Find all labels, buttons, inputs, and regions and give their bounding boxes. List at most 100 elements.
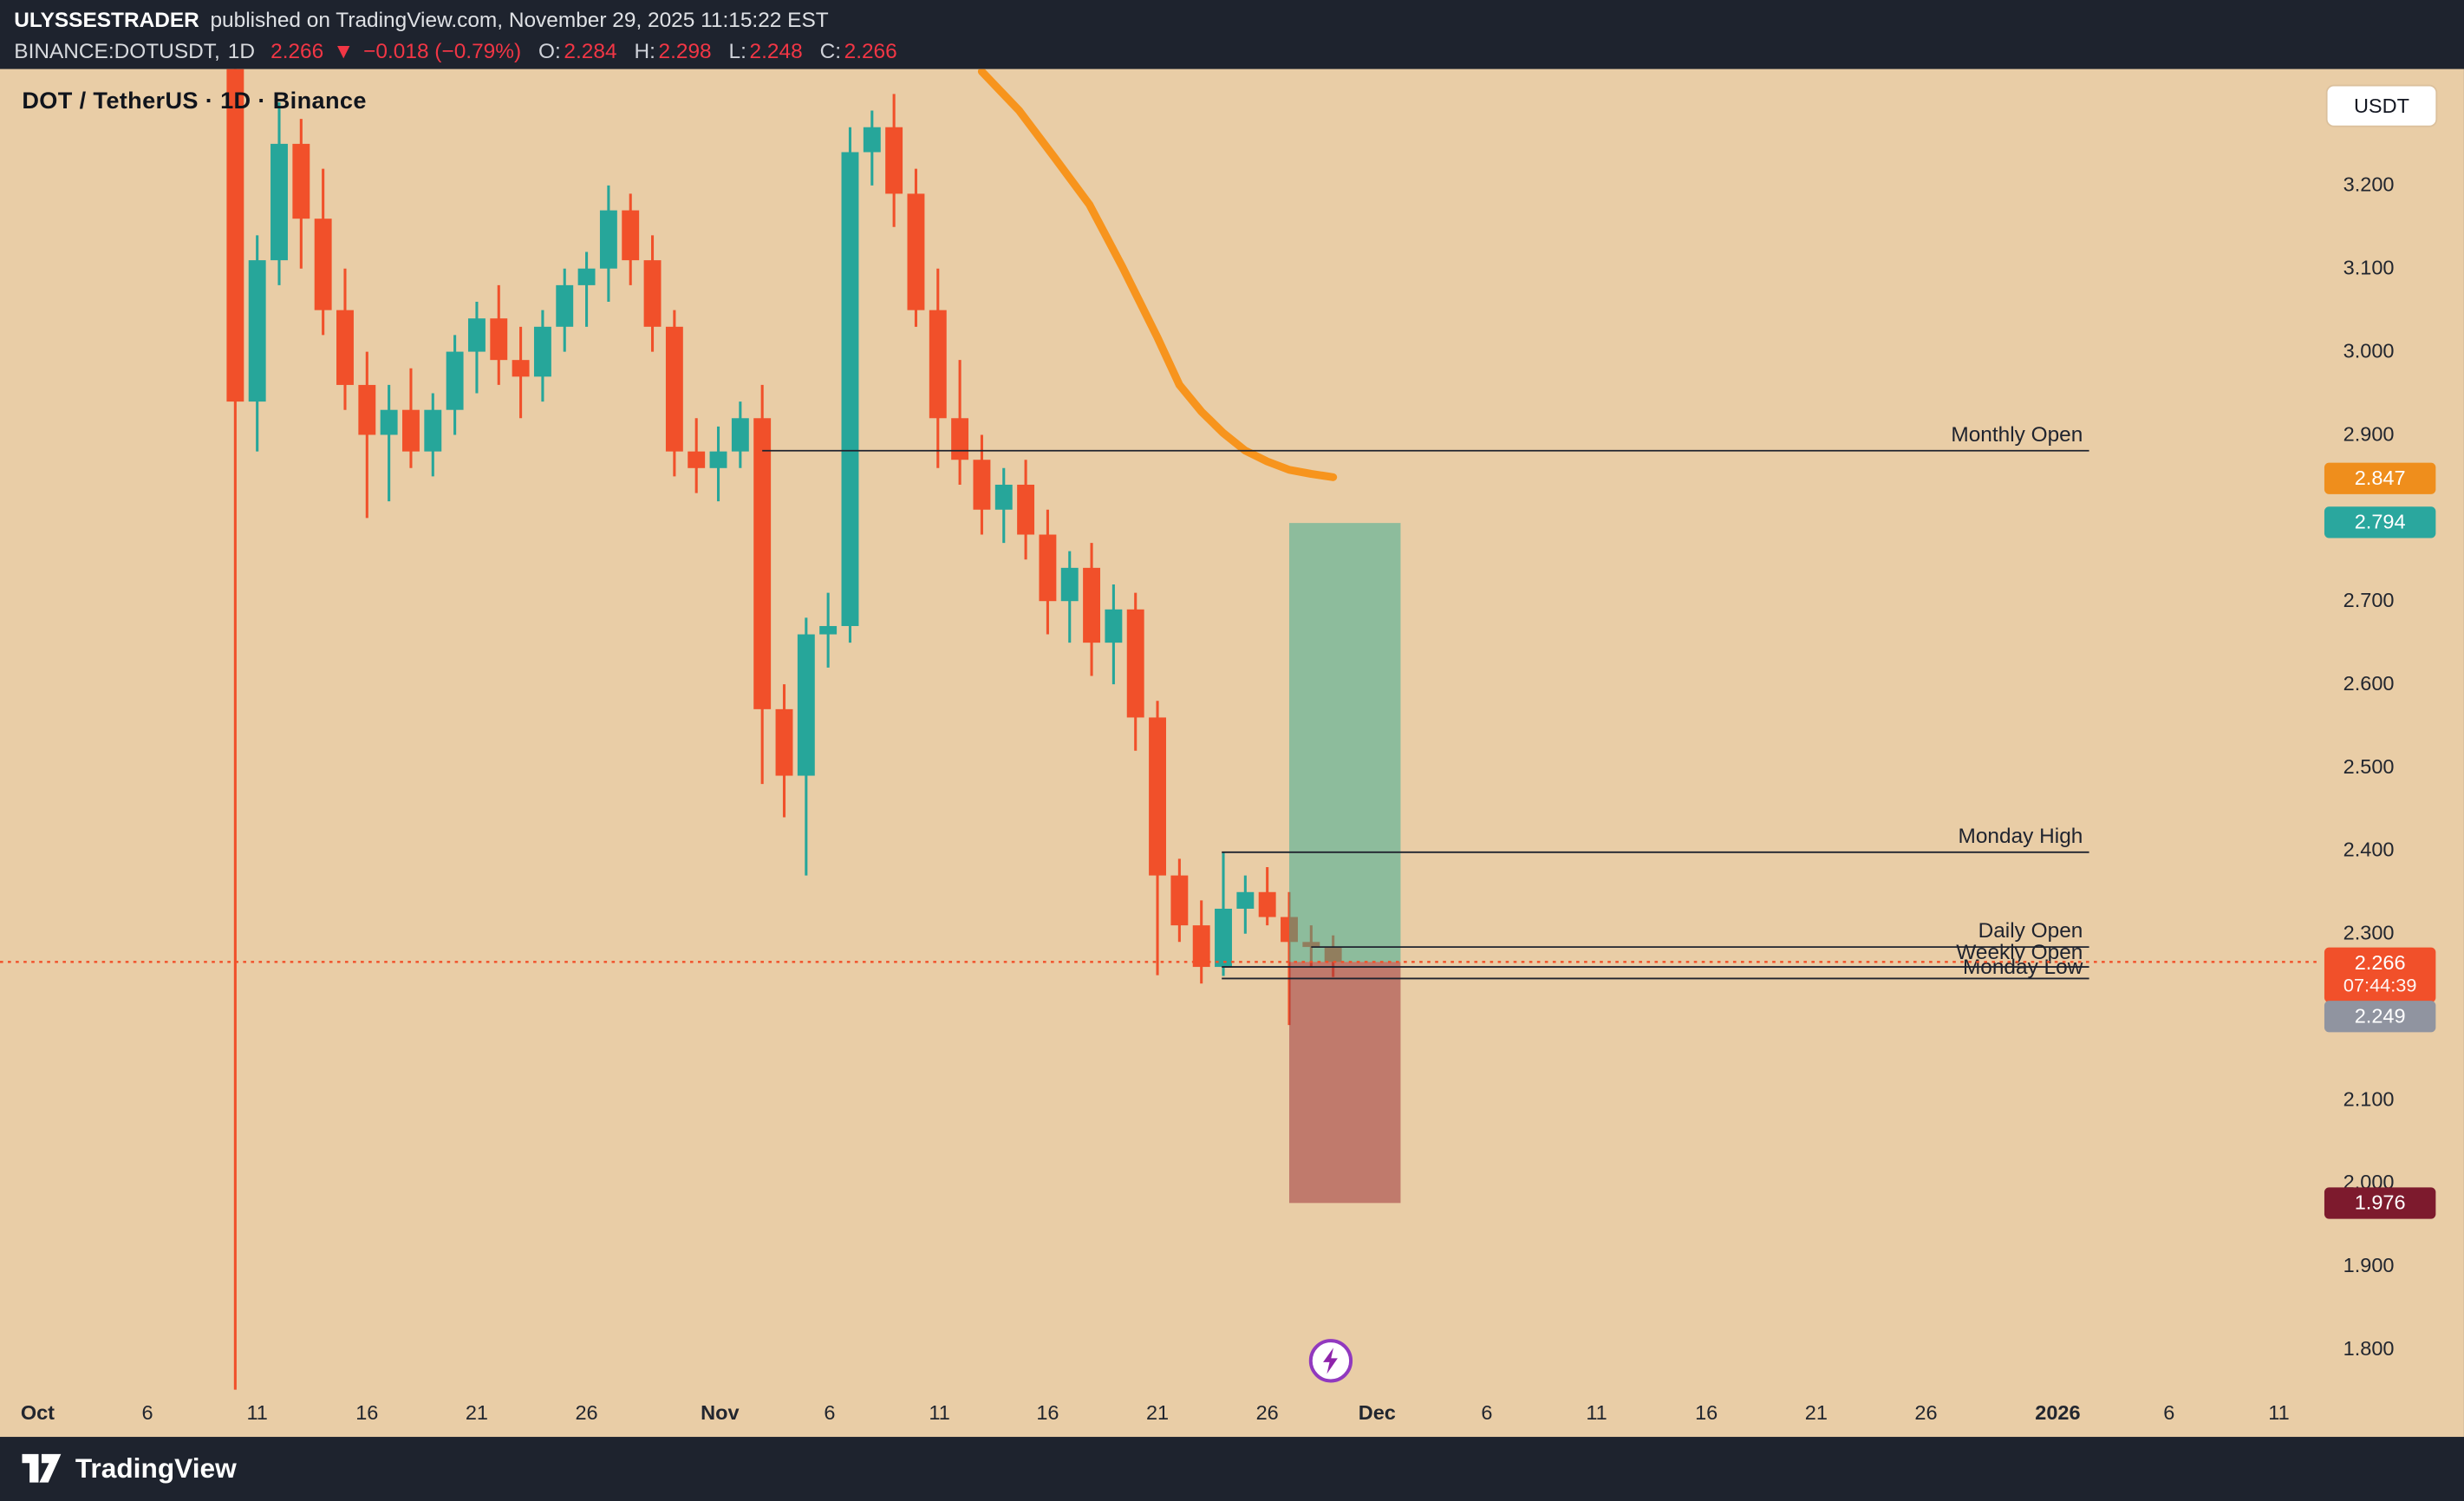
publish-bar: ULYSSESTRADER published on TradingView.co…: [0, 0, 2464, 69]
candle-body: [336, 310, 354, 385]
time-axis-label: 26: [575, 1400, 598, 1425]
close-value: 2.266: [844, 39, 897, 63]
moving-average-line[interactable]: [977, 69, 1338, 481]
candle-body: [556, 284, 574, 327]
candle-body: [643, 260, 662, 327]
candle-body: [226, 69, 244, 402]
price-badge: 2.794: [2324, 506, 2436, 538]
candle-body: [292, 143, 310, 219]
time-axis-label: 26: [1914, 1400, 1938, 1425]
long-position-loss-zone[interactable]: [1288, 962, 1401, 1204]
candle-body: [512, 360, 530, 377]
time-axis-label: 6: [1481, 1400, 1493, 1425]
candle-body: [819, 625, 838, 635]
candle-body: [490, 318, 508, 361]
candle-body: [248, 260, 266, 402]
candle-body: [622, 210, 640, 261]
quote-row: BINANCE:DOTUSDT, 1D 2.266 ▼ −0.018 (−0.79%) O…: [14, 36, 2464, 68]
time-axis-label: Nov: [701, 1400, 740, 1425]
candle-body: [1236, 891, 1255, 909]
price-axis[interactable]: USDT 3.200 3.100 3.000 2.900 2.700 2.600 2.500…: [2321, 69, 2464, 1390]
badge-value: 2.266: [2354, 950, 2406, 974]
candle-body: [797, 634, 815, 776]
candle-body: [402, 409, 420, 452]
price-level-label[interactable]: Monday Low: [1963, 956, 2083, 979]
price-axis-label: 2.100: [2343, 1087, 2395, 1111]
price-axis-label: 1.900: [2343, 1253, 2395, 1277]
candle-body: [1126, 609, 1144, 718]
time-axis-label: 16: [355, 1400, 379, 1425]
time-axis-label: 6: [2163, 1400, 2175, 1425]
publisher-username: ULYSSESTRADER: [14, 8, 199, 32]
low-label: L:: [728, 39, 746, 63]
candle-body: [973, 460, 991, 510]
time-axis-label: 11: [246, 1400, 268, 1425]
time-axis-label: 6: [141, 1400, 153, 1425]
candle-body: [1149, 717, 1166, 876]
price-level-label[interactable]: Weekly Open: [1956, 941, 2083, 964]
candle-body: [1105, 609, 1123, 643]
time-axis-label: 21: [465, 1400, 489, 1425]
publish-timestamp: published on TradingView.com, November 2…: [210, 8, 829, 32]
time-axis-label: 16: [1036, 1400, 1059, 1425]
price-axis-label: 2.600: [2343, 671, 2395, 695]
price-level-label[interactable]: Monday High: [1959, 825, 2083, 848]
price-axis-label: 3.100: [2343, 255, 2395, 280]
price-badge: 2.847: [2324, 462, 2436, 494]
tradingview-brand-text[interactable]: TradingView: [75, 1452, 237, 1485]
candle-body: [1192, 925, 1210, 968]
price-axis-label: 3.200: [2343, 172, 2395, 197]
candle-body: [1083, 567, 1101, 643]
symbol-label: BINANCE:DOTUSDT,: [14, 39, 220, 63]
time-axis[interactable]: Oct 6 11 16 21 26 Nov 6 11 16 21 26 Dec 6 11 16 21 26 2026…: [0, 1390, 2464, 1437]
badge-value: 1.976: [2354, 1191, 2406, 1215]
candle-body: [994, 484, 1013, 510]
candle-body: [929, 310, 947, 419]
chart-plot-pane[interactable]: Monthly Open Monday High Daily Open Weekly …: [0, 69, 2322, 1390]
footer-bar: TradingView: [0, 1437, 2464, 1501]
time-axis-label: 16: [1695, 1400, 1718, 1425]
candle-body: [467, 318, 486, 352]
high-label: H:: [634, 39, 655, 63]
low-value: 2.248: [749, 39, 803, 63]
candle-body: [951, 418, 969, 460]
current-price-badge: 2.266 07:44:39: [2324, 946, 2436, 1002]
long-position-profit-zone[interactable]: [1288, 523, 1401, 963]
candle-body: [907, 193, 925, 310]
candle-body: [841, 152, 859, 626]
time-axis-label: 11: [2268, 1400, 2290, 1425]
candle-body: [533, 326, 551, 377]
publish-info-row: ULYSSESTRADER published on TradingView.co…: [14, 4, 2464, 36]
time-axis-label: 6: [824, 1400, 836, 1425]
time-axis-label: Oct: [20, 1400, 55, 1425]
time-axis-label: 21: [1145, 1400, 1170, 1425]
candle-body: [885, 127, 903, 194]
time-axis-label: 26: [1255, 1400, 1279, 1425]
idea-marker-lightning-icon[interactable]: [1308, 1338, 1353, 1383]
candle-body: [599, 210, 617, 269]
candle-body: [1258, 891, 1276, 917]
candle-body: [380, 409, 398, 435]
badge-value: 2.794: [2354, 509, 2406, 534]
timeframe-label: 1D: [227, 39, 256, 63]
time-axis-label: Dec: [1358, 1400, 1396, 1425]
price-axis-label: 2.900: [2343, 421, 2395, 446]
currency-toggle-button[interactable]: USDT: [2327, 86, 2436, 126]
price-badge: 2.249: [2324, 1001, 2436, 1033]
price-level-label[interactable]: Monthly Open: [1951, 423, 2083, 447]
candle-body: [709, 451, 727, 468]
time-axis-label: 21: [1804, 1400, 1828, 1425]
candlestick-chart[interactable]: Monthly Open Monday High Daily OpenWeekly …: [0, 69, 2322, 1390]
candle-body: [731, 418, 749, 452]
tradingview-logo-icon[interactable]: [21, 1452, 63, 1485]
close-label: C:: [819, 39, 841, 63]
price-level-label[interactable]: Daily Open: [1978, 919, 2083, 943]
price-axis-label: 2.300: [2343, 920, 2395, 945]
candle-body: [314, 219, 332, 310]
price-axis-label: 2.400: [2343, 838, 2395, 862]
price-axis-label: 2.500: [2343, 754, 2395, 779]
direction-down-icon: ▼: [333, 39, 355, 63]
price-change: −0.018 (−0.79%): [363, 39, 522, 63]
chart-legend: DOT / TetherUS · 1D · Binance: [22, 88, 367, 115]
